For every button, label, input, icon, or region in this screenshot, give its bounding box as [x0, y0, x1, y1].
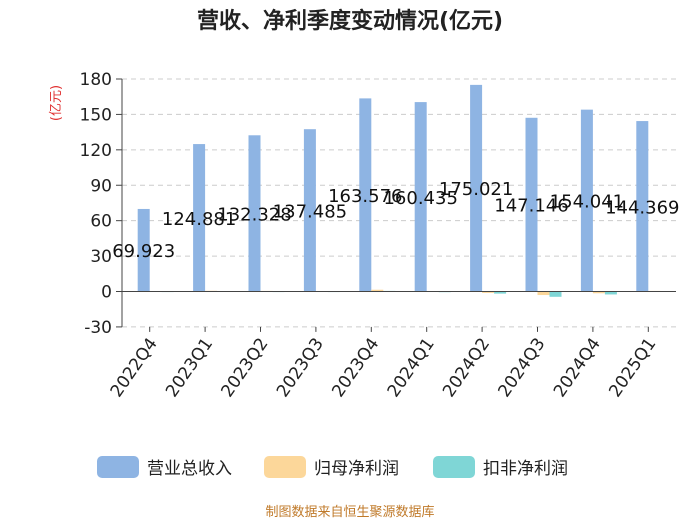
- legend-swatch: [97, 456, 139, 478]
- bar-扣非净利润-2024Q4: [604, 291, 617, 295]
- chart-title: 营收、净利季度变动情况(亿元): [197, 8, 503, 34]
- bar-归母净利润-2024Q3: [537, 291, 550, 296]
- x-tick-label: 2023Q4: [328, 334, 383, 401]
- y-axis-unit: (亿元): [49, 85, 64, 121]
- y-tick-label: 0: [101, 283, 112, 303]
- x-tick-label: 2024Q4: [550, 334, 605, 401]
- bar-营业总收入-2023Q3: [303, 129, 316, 292]
- source-note: 制图数据来自恒生聚源数据库: [265, 504, 434, 520]
- bar-营业总收入-2024Q1: [414, 102, 427, 292]
- x-tick-label: 2023Q2: [218, 334, 273, 401]
- data-labels: 69.923 124.881132.328137.485163.576160.43…: [112, 179, 679, 262]
- bar-营业总收入-2023Q1: [193, 144, 206, 292]
- data-label: 137.485: [273, 201, 347, 222]
- x-tick-label: 2024Q2: [439, 334, 494, 401]
- y-tick-label: 180: [80, 70, 112, 90]
- data-label: 132.328: [217, 204, 291, 225]
- y-tick-label: 30: [90, 247, 112, 267]
- data-label: 160.435: [383, 188, 457, 209]
- data-label: 175.021: [439, 179, 513, 200]
- legend: 营业总收入 归母净利润 扣非净利润: [97, 456, 568, 479]
- y-tick-label: 60: [90, 212, 112, 232]
- y-tick-label: 150: [80, 105, 112, 125]
- bar-归母净利润-2023Q4: [371, 289, 384, 292]
- bar-归母净利润-2024Q4: [592, 291, 605, 294]
- y-tick-label: -30: [84, 318, 112, 338]
- bar-营业总收入-2023Q2: [248, 135, 261, 292]
- data-label: 69.923: [112, 241, 175, 262]
- bar-归母净利润-2024Q2: [482, 291, 495, 293]
- x-tick-label: 2024Q3: [495, 334, 550, 401]
- legend-swatch: [433, 456, 475, 478]
- data-label: 147.146: [494, 196, 568, 217]
- bar-marks: [137, 84, 673, 297]
- data-label: 144.369: [605, 197, 679, 218]
- data-label: 124.881: [162, 209, 236, 230]
- bar-营业总收入-2024Q4: [580, 109, 593, 292]
- x-tick-label: 2023Q3: [273, 334, 328, 401]
- legend-label: 归母净利润: [314, 459, 399, 479]
- x-tick-label: 2023Q1: [162, 334, 217, 401]
- x-tick-label: 2022Q4: [107, 334, 162, 401]
- bar-营业总收入-2024Q2: [470, 84, 483, 292]
- bar-营业总收入-2025Q1: [636, 121, 649, 292]
- legend-label: 营业总收入: [147, 459, 232, 479]
- x-tick-label: 2024Q1: [384, 334, 439, 401]
- x-tick-label: 2025Q1: [605, 334, 660, 401]
- bar-营业总收入-2023Q4: [359, 98, 372, 292]
- bar-扣非净利润-2024Q3: [549, 291, 562, 297]
- legend-label: 扣非净利润: [483, 459, 568, 479]
- x-axis-ticks: 2022Q4 2023Q1 2023Q2 2023Q3 2023Q4 2024Q1 2024…: [107, 326, 660, 401]
- y-tick-label: 120: [80, 141, 112, 161]
- bar-营业总收入-2024Q3: [525, 117, 538, 292]
- data-label: 154.041: [550, 192, 624, 213]
- y-tick-label: 90: [90, 176, 112, 196]
- y-axis-ticks: 180 150 120 90 60 30 0 -30: [80, 70, 123, 338]
- legend-swatch: [264, 456, 306, 478]
- bar-扣非净利润-2024Q2: [494, 291, 507, 294]
- bar-营业总收入-2022Q4: [137, 208, 150, 292]
- data-label: 163.576: [328, 186, 402, 207]
